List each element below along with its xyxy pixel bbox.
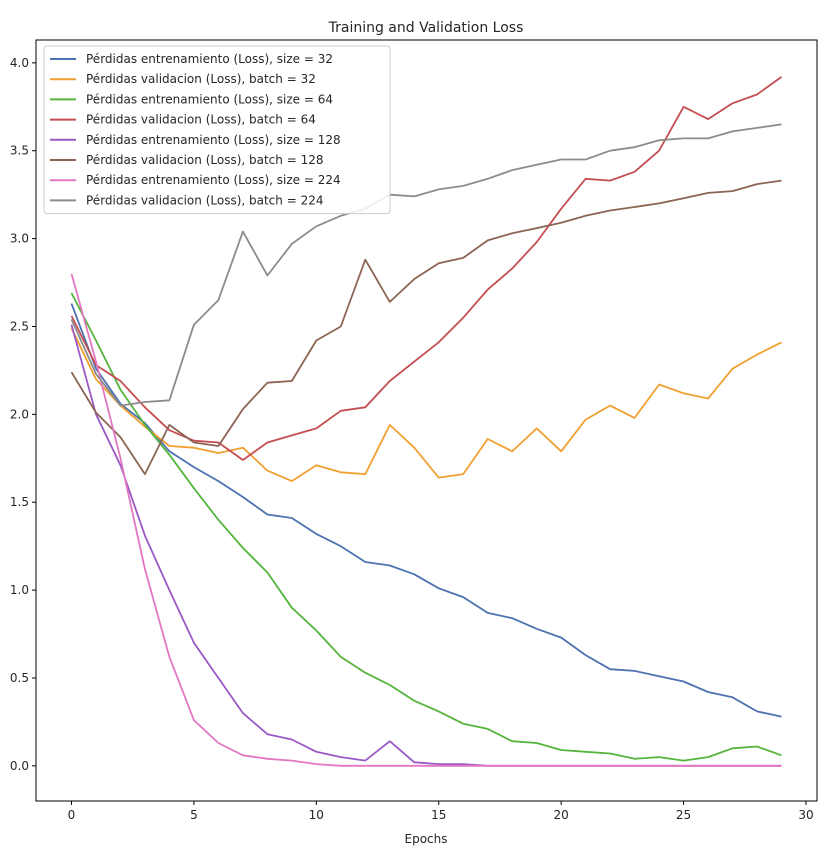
y-tick-label: 1.0 [10, 583, 29, 597]
series-line-8 [70, 123, 782, 407]
series-line-1 [70, 303, 782, 718]
series-line-7 [70, 273, 782, 767]
series-line-2 [70, 327, 782, 483]
legend-box [43, 45, 391, 215]
y-tick-label: 0.5 [10, 671, 29, 685]
y-axis-ticks: 0.0 0.5 1.0 1.5 2.0 2.5 3.0 3.5 4.0 [10, 56, 36, 773]
legend-entry-label: Pérdidas entrenamiento (Loss), size = 22… [86, 173, 341, 187]
legend-entry-label: Pérdidas entrenamiento (Loss), size = 12… [86, 133, 341, 147]
x-tick-label: 30 [798, 808, 813, 822]
x-tick-label: 0 [68, 808, 76, 822]
x-tick-label: 5 [190, 808, 198, 822]
legend-entry-label: Pérdidas validacion (Loss), batch = 224 [86, 193, 323, 207]
legend-entry-label: Pérdidas validacion (Loss), batch = 32 [86, 72, 316, 86]
y-tick-label: 2.0 [10, 407, 29, 421]
y-tick-label: 3.0 [10, 232, 29, 246]
x-tick-label: 25 [676, 808, 691, 822]
legend-entry-label: Pérdidas validacion (Loss), batch = 64 [86, 113, 316, 127]
x-tick-label: 15 [431, 808, 446, 822]
x-axis-ticks: 0 5 10 15 20 25 30 [68, 801, 814, 822]
chart-title: Training and Validation Loss [328, 20, 524, 36]
legend-entry-label: Pérdidas entrenamiento (Loss), size = 32 [86, 52, 333, 66]
x-tick-label: 20 [554, 808, 569, 822]
plot-frame [35, 39, 818, 802]
legend: Pérdidas entrenamiento (Loss), size = 32… [43, 45, 391, 215]
series-lines [70, 76, 783, 767]
y-tick-label: 4.0 [10, 56, 29, 70]
legend-entry-label: Pérdidas validacion (Loss), batch = 128 [86, 153, 323, 167]
legend-entry-label: Pérdidas entrenamiento (Loss), size = 64 [86, 92, 333, 106]
x-axis-label: Epochs [405, 832, 448, 846]
y-tick-label: 0.0 [10, 759, 29, 773]
plot-area [35, 39, 818, 802]
series-line-6 [70, 179, 782, 476]
y-tick-label: 2.5 [10, 319, 29, 333]
y-tick-label: 1.5 [10, 495, 29, 509]
series-line-3 [70, 292, 782, 762]
x-tick-label: 10 [309, 808, 324, 822]
y-tick-label: 3.5 [10, 144, 29, 158]
